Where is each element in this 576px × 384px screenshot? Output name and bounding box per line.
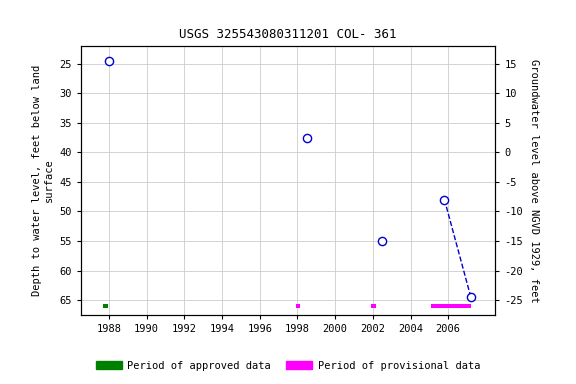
Bar — [295, 304, 300, 308]
Legend: Period of approved data, Period of provisional data: Period of approved data, Period of provi… — [92, 357, 484, 375]
Bar — [103, 304, 108, 308]
Title: USGS 325543080311201 COL- 361: USGS 325543080311201 COL- 361 — [179, 28, 397, 41]
Bar — [371, 304, 376, 308]
Point — [440, 197, 449, 203]
Y-axis label: Groundwater level above NGVD 1929, feet: Groundwater level above NGVD 1929, feet — [529, 59, 539, 302]
Point — [104, 58, 113, 64]
Point — [378, 238, 387, 244]
Point — [302, 134, 312, 141]
Y-axis label: Depth to water level, feet below land
surface: Depth to water level, feet below land su… — [32, 65, 54, 296]
Bar — [431, 304, 471, 308]
Point — [466, 294, 475, 300]
